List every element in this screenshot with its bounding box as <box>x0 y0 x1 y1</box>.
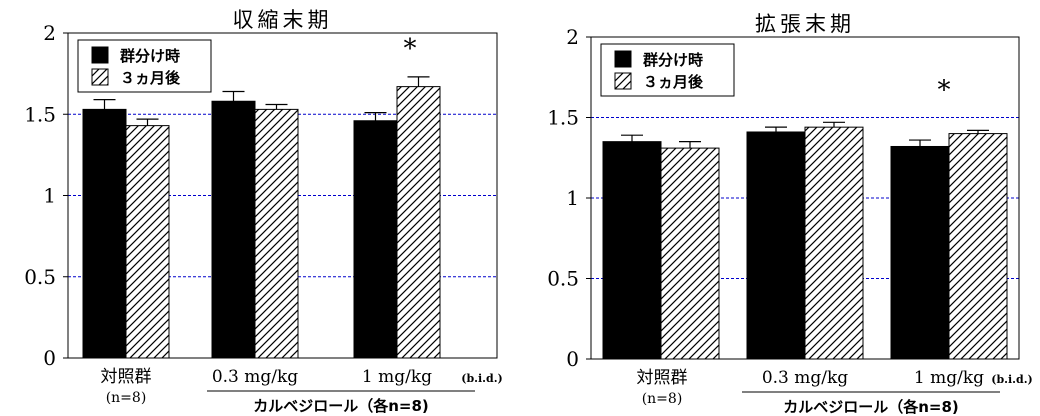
y-tick-label: 0.5 <box>24 265 56 289</box>
bar-three-months-2 <box>254 108 299 359</box>
y-tick-label: 1 <box>566 186 579 210</box>
bar-baseline-1 <box>82 108 127 359</box>
y-tick-label: 2 <box>43 21 56 45</box>
legend-swatch <box>91 68 109 86</box>
legend-label: ３ヵ月後 <box>120 69 181 87</box>
bar-baseline-3 <box>890 145 950 360</box>
y-tick-label: 1.5 <box>547 106 579 130</box>
x-category-label: 1 mg/kg <box>362 367 432 387</box>
chart-title: 収縮末期 <box>233 8 333 32</box>
bar-baseline-2 <box>211 100 256 359</box>
legend-swatch <box>614 50 632 68</box>
x-category-label: 0.3 mg/kg <box>762 368 848 388</box>
chart-title: 拡張末期 <box>755 12 855 36</box>
y-tick-label: 1.5 <box>24 102 56 126</box>
bar-three-months-3 <box>948 133 1008 360</box>
group-label: カルベジロール（各n=8) <box>783 398 959 416</box>
x-category-label: 1 mg/kg <box>914 368 984 388</box>
bar-baseline-3 <box>353 120 398 359</box>
y-tick-label: 0 <box>43 346 56 370</box>
bar-three-months-2 <box>804 126 864 360</box>
x-category-label: (n=8) <box>106 390 147 406</box>
bar-three-months-1 <box>660 147 720 360</box>
legend-swatch <box>614 72 632 90</box>
x-category-label: 対照群 <box>101 367 152 387</box>
x-category-label: (n=8) <box>642 391 683 407</box>
bar-three-months-1 <box>125 125 170 359</box>
legend-label: ３ヵ月後 <box>643 73 704 91</box>
significance-mark: * <box>404 34 417 64</box>
dosing-note: (b.i.d.) <box>991 373 1032 386</box>
x-category-label: 対照群 <box>637 368 688 388</box>
x-category-label: 0.3 mg/kg <box>212 367 298 387</box>
legend-label: 群分け時 <box>120 47 180 65</box>
y-tick-label: 2 <box>566 25 579 49</box>
significance-mark: * <box>938 75 951 105</box>
bar-baseline-1 <box>602 141 662 360</box>
bar-three-months-3 <box>396 86 441 359</box>
legend-swatch <box>91 46 109 64</box>
group-label: カルベジロール（各n=8) <box>253 397 429 415</box>
y-tick-label: 1 <box>43 184 56 208</box>
bar-baseline-2 <box>746 131 806 360</box>
dosing-note: (b.i.d.) <box>461 372 502 385</box>
y-tick-label: 0.5 <box>547 267 579 291</box>
legend-label: 群分け時 <box>643 51 703 69</box>
y-tick-label: 0 <box>566 347 579 371</box>
